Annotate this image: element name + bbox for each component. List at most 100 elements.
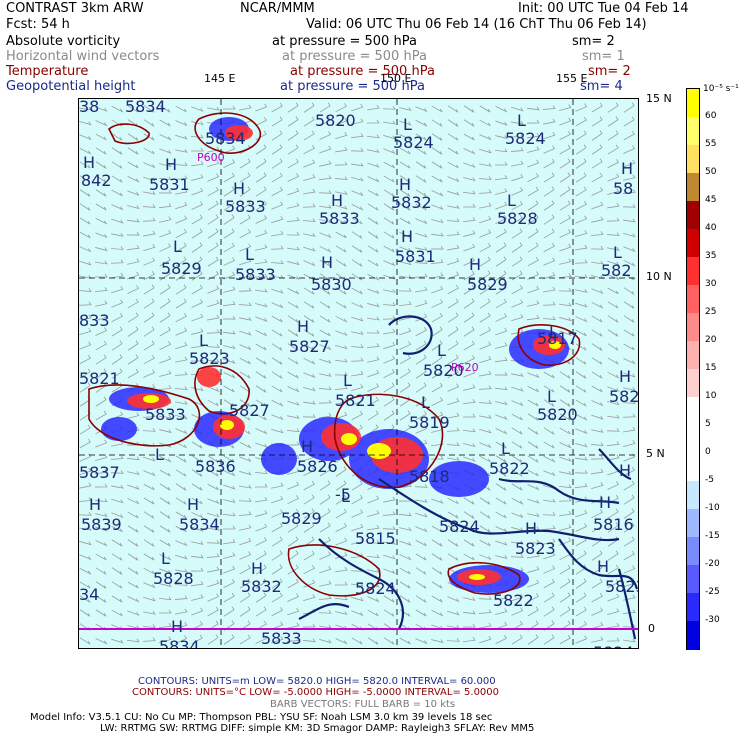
wind-barb xyxy=(591,260,604,265)
wind-barb xyxy=(447,383,460,392)
wind-barb xyxy=(143,582,156,589)
wind-barb xyxy=(95,175,107,183)
wind-barb xyxy=(479,134,492,141)
wind-barb xyxy=(271,329,283,337)
wind-barb xyxy=(334,371,348,376)
wind-barb xyxy=(159,554,172,561)
wind-barb xyxy=(415,567,427,575)
wind-barb xyxy=(591,414,604,420)
wind-barb xyxy=(159,148,172,154)
wind-barb xyxy=(367,104,380,111)
wind-barb xyxy=(511,372,524,377)
wind-barb xyxy=(383,609,395,617)
wind-barb xyxy=(335,523,347,533)
wind-barb xyxy=(495,256,507,267)
wind-barb xyxy=(111,368,123,379)
wind-barb xyxy=(159,370,172,377)
wind-barb xyxy=(287,102,299,113)
wind-barb xyxy=(607,247,620,251)
wind-barb xyxy=(607,144,619,155)
wind-barb xyxy=(143,119,155,127)
wind-barb xyxy=(255,215,268,224)
wind-barb xyxy=(239,564,251,575)
wind-barb xyxy=(366,119,380,124)
wind-barb xyxy=(255,592,267,603)
wind-barb xyxy=(527,579,540,588)
wind-barb xyxy=(399,175,411,183)
wind-barb xyxy=(575,201,587,211)
wind-barb xyxy=(399,327,412,336)
wind-barb xyxy=(303,565,315,575)
colorbar-segment xyxy=(687,565,699,594)
wind-barb xyxy=(351,245,363,253)
wind-barb xyxy=(495,201,508,210)
wind-barb xyxy=(159,539,171,547)
wind-barb xyxy=(303,522,315,533)
wind-barb xyxy=(79,288,92,292)
wind-barb xyxy=(94,287,108,293)
wind-barb xyxy=(255,523,268,532)
wind-barb xyxy=(414,273,428,278)
wind-barb xyxy=(606,441,620,446)
wind-barb xyxy=(175,455,187,463)
wind-barb xyxy=(334,161,348,166)
wind-barb xyxy=(479,525,491,533)
wind-barb xyxy=(623,116,635,127)
wind-barb xyxy=(271,482,284,489)
wind-barb xyxy=(591,621,604,630)
wind-barb xyxy=(431,382,443,393)
wind-barb xyxy=(302,218,316,222)
wind-barb xyxy=(367,245,379,253)
wind-barb xyxy=(190,161,204,167)
wind-barb xyxy=(79,341,92,350)
wind-barb xyxy=(239,186,251,197)
wind-barb xyxy=(143,326,155,337)
colorbar-tick-label: 35 xyxy=(705,251,717,261)
wind-barb xyxy=(287,116,299,127)
wind-barb xyxy=(558,497,572,502)
wind-barb xyxy=(447,368,459,379)
wind-barb xyxy=(399,382,411,393)
wind-barb xyxy=(511,526,524,532)
wind-barb xyxy=(462,203,476,208)
wind-barb xyxy=(462,399,476,405)
wind-barb xyxy=(431,119,443,127)
wind-barb xyxy=(222,525,236,530)
map-label: L xyxy=(155,445,164,464)
map-label: L xyxy=(161,549,170,568)
lat-label-0: 0 xyxy=(648,622,655,635)
wind-barb xyxy=(399,161,411,169)
wind-barb xyxy=(79,581,91,589)
wind-barb xyxy=(255,229,268,238)
wind-barb xyxy=(623,218,636,223)
wind-barb xyxy=(575,635,588,644)
wind-barb xyxy=(223,455,235,463)
wind-barb xyxy=(239,634,251,645)
wind-barb xyxy=(223,345,236,350)
colorbar-tick-label: 5 xyxy=(705,419,711,429)
wind-barb xyxy=(319,329,331,337)
wind-barb xyxy=(479,356,492,364)
wind-barb xyxy=(255,578,267,589)
wind-barb xyxy=(526,106,540,111)
wind-barb xyxy=(79,189,91,197)
wind-barb xyxy=(542,512,556,516)
wind-barb xyxy=(495,298,507,309)
wind-barb xyxy=(462,428,476,433)
wind-barb xyxy=(351,480,363,491)
wind-barb xyxy=(159,341,171,350)
wind-barb xyxy=(431,147,443,155)
wind-barb xyxy=(623,440,636,448)
wind-barb xyxy=(511,106,524,112)
wind-barb xyxy=(462,636,476,643)
wind-barb xyxy=(319,116,331,127)
wind-barb xyxy=(559,258,572,265)
wind-barb xyxy=(623,536,635,547)
wind-barb xyxy=(175,540,188,547)
wind-barb xyxy=(255,550,267,561)
wind-barb xyxy=(271,522,283,533)
wind-barb xyxy=(415,232,428,238)
wind-barb xyxy=(575,550,587,561)
wind-barb xyxy=(527,566,540,573)
wind-barb xyxy=(271,343,283,351)
